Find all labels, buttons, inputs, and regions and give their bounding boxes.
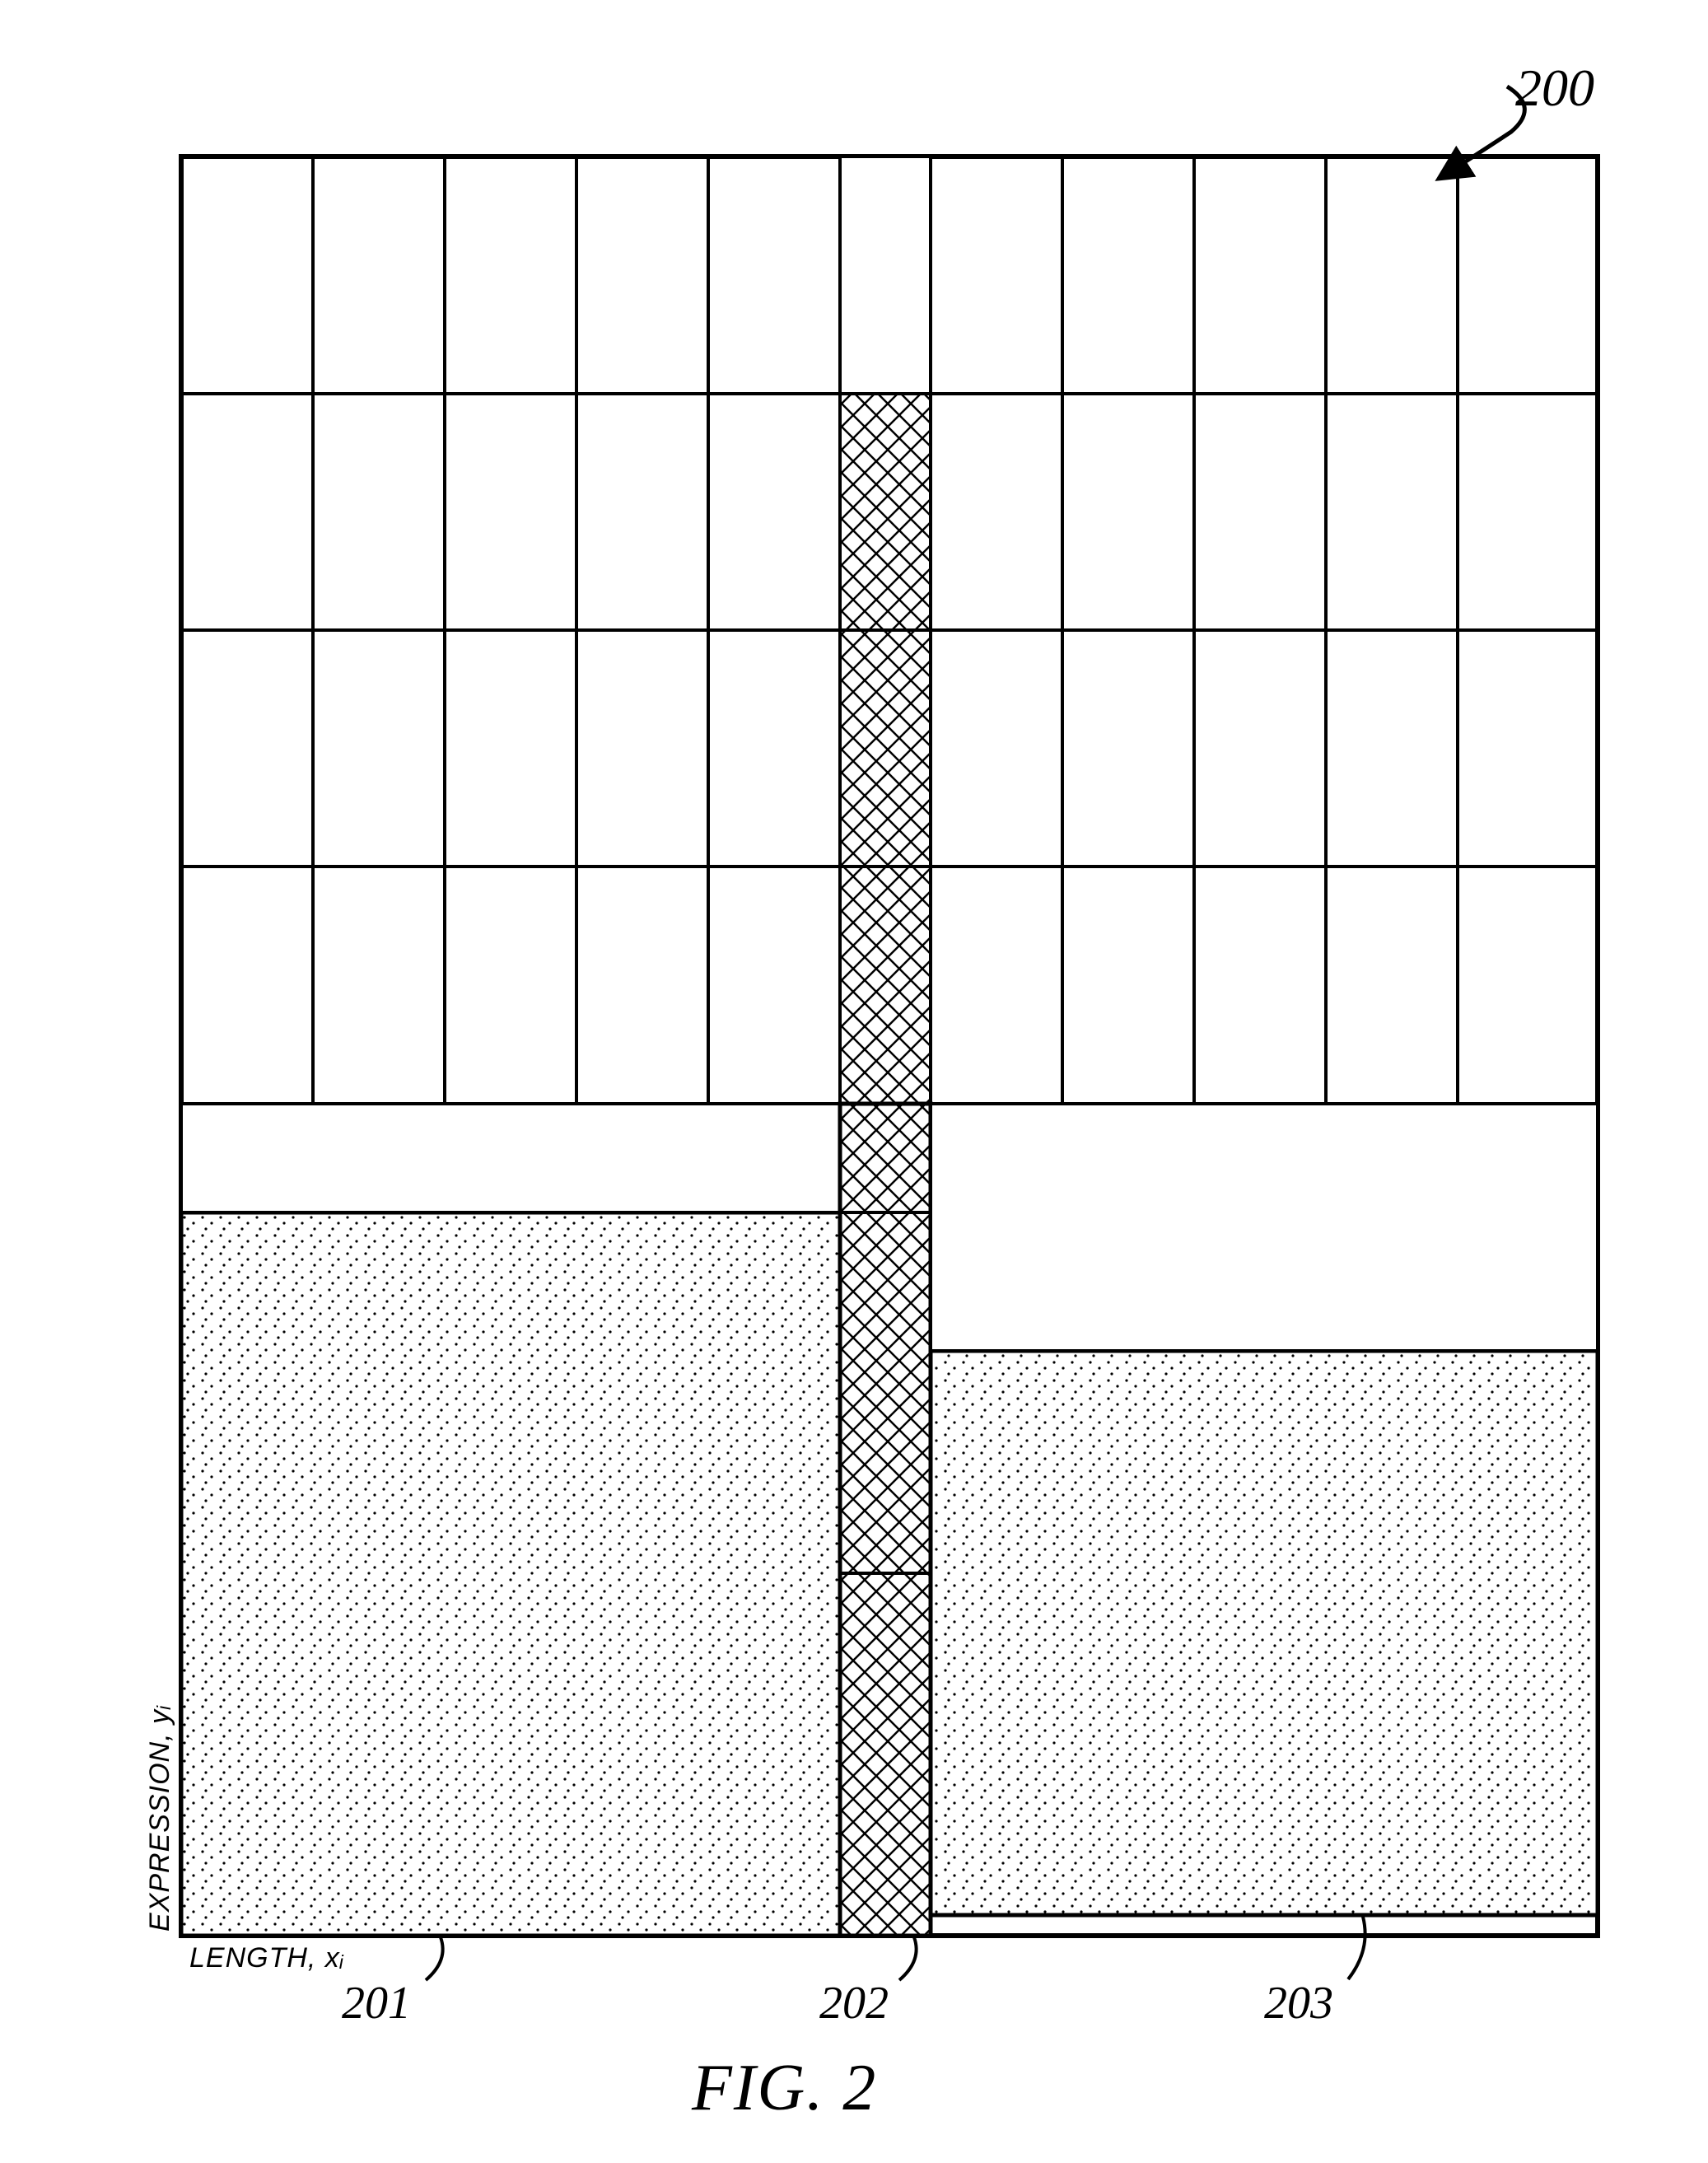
ref-202: 202	[819, 1977, 889, 2030]
figure-caption: FIG. 2	[692, 2051, 877, 2126]
title-arrow	[1441, 86, 1524, 177]
ref-203: 203	[1264, 1977, 1333, 2030]
block-203	[931, 1351, 1598, 1915]
ref-201: 201	[342, 1977, 411, 2030]
block-202	[840, 1104, 931, 1936]
xhatch-cell-r2	[840, 394, 931, 630]
ref-200: 200	[1515, 58, 1594, 119]
figure-svg	[0, 0, 1708, 2163]
block-201	[181, 1212, 840, 1936]
y-axis-label: EXPRESSION, yᵢ	[144, 1705, 176, 1932]
figure-page: EXPRESSION, yᵢ LENGTH, xᵢ 201 202 203 20…	[0, 0, 1708, 2163]
xhatch-cell-r4	[840, 867, 931, 1104]
x-axis-label: LENGTH, xᵢ	[189, 1942, 344, 1974]
xhatch-cell-r3	[840, 630, 931, 867]
xhatch-col-top-blank	[840, 157, 931, 394]
